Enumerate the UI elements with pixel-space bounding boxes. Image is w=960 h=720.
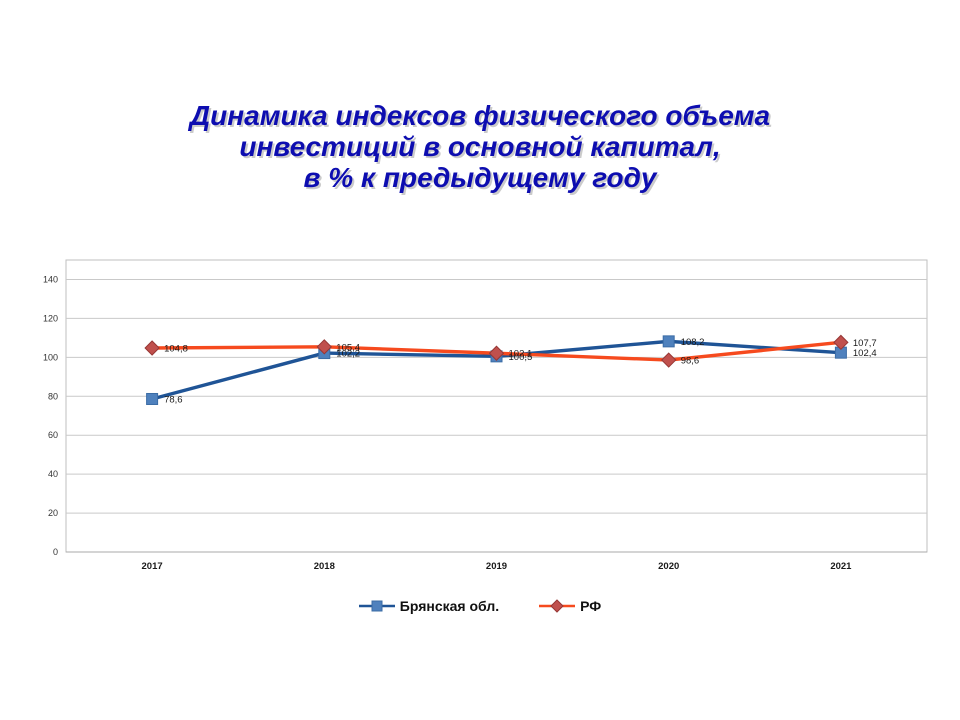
data-label: 104,8 (164, 343, 188, 354)
x-tick-label: 2019 (486, 561, 507, 572)
diamond-marker-icon (316, 339, 333, 355)
data-label: 102,1 (509, 349, 533, 360)
chart-area: 0 20 40 60 80 100 120 140 2017 2018 2019 2020 2021 78… (0, 245, 960, 590)
square-marker-icon (662, 335, 675, 348)
y-tick-label: 140 (43, 274, 58, 284)
line-chart: 0 20 40 60 80 100 120 140 2017 2018 2019 2020 2021 78… (43, 259, 928, 572)
title-line-2: инвестиций в основной капитал, (239, 131, 721, 162)
x-tick-label: 2020 (658, 561, 679, 572)
square-marker-icon (146, 392, 159, 405)
data-label: 107,7 (853, 338, 877, 349)
data-label: 98,6 (681, 356, 700, 367)
diamond-marker-icon (488, 345, 505, 361)
data-label: 100,5 (509, 352, 533, 363)
legend-label: Брянская обл. (399, 598, 500, 614)
title-line-3: в % к предыдущему году (303, 162, 657, 193)
diamond-marker-icon (144, 340, 160, 356)
y-tick-label: 80 (48, 391, 58, 401)
data-label: 102,4 (853, 348, 877, 359)
y-tick-label: 60 (48, 430, 58, 440)
y-tick-label: 40 (48, 469, 58, 479)
diamond-marker-icon (660, 352, 677, 368)
chart-legend: Брянская обл. РФ (0, 598, 960, 614)
data-label: 105,4 (336, 342, 360, 353)
data-label: 108,2 (681, 337, 705, 348)
y-tick-label: 120 (43, 313, 58, 323)
y-tick-label: 100 (43, 352, 58, 362)
legend-item: Брянская обл. (358, 598, 500, 614)
slide-title: Динамика индексов физического объема инв… (0, 100, 960, 193)
data-label: 78,6 (164, 394, 183, 405)
y-tick-label: 20 (48, 508, 58, 518)
x-tick-label: 2021 (830, 561, 852, 572)
y-tick-label: 0 (53, 547, 58, 557)
x-tick-label: 2017 (142, 561, 163, 572)
title-line-1: Динамика индексов физического объема (189, 100, 771, 131)
diamond-marker-icon (833, 334, 849, 351)
data-label: 102,2 (336, 349, 360, 360)
plot-area (65, 259, 928, 553)
legend-item: РФ (539, 598, 601, 614)
legend-label: РФ (580, 598, 602, 614)
legend-line-diamond-icon (539, 599, 576, 613)
x-tick-label: 2018 (314, 561, 335, 572)
legend-line-square-icon (358, 600, 395, 612)
